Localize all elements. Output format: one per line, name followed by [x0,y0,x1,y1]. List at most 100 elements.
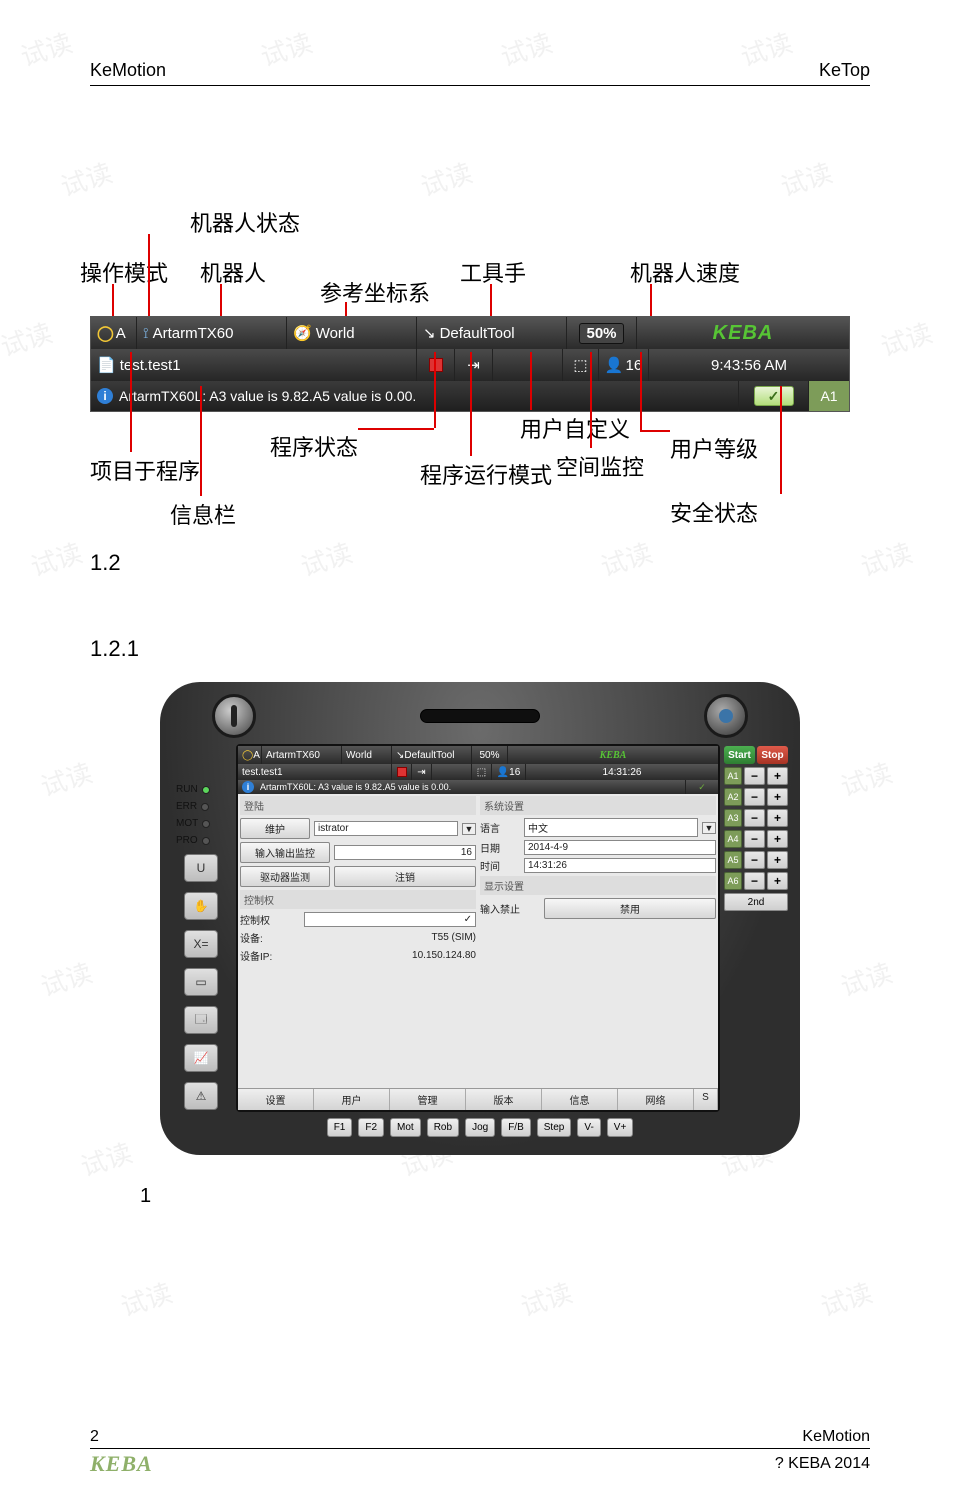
fkey-vminus[interactable]: V- [577,1118,600,1137]
user-def-cell[interactable] [493,349,563,381]
a4-minus[interactable]: − [744,830,765,848]
tab-version[interactable]: 版本 [466,1089,542,1110]
fkey-rob[interactable]: Rob [427,1118,459,1137]
hdr-tool[interactable]: ↘DefaultTool [392,746,472,764]
watermark: 试读 [56,153,117,204]
page-number: 2 [90,1428,99,1446]
hdr-speed[interactable]: 50% [472,746,508,764]
hdr-run-icon[interactable]: ⇥ [412,764,432,780]
inhibit-button[interactable]: 禁用 [544,898,716,919]
prog-state-stop[interactable] [417,349,455,381]
lbl-info-bar: 信息栏 [170,498,236,530]
led-pro-label: PRO [176,835,198,846]
info-icon: i [97,388,113,404]
hdr-mode[interactable]: ◯A [238,746,262,764]
project-cell[interactable]: 📄 test.test1 [91,349,417,381]
tab-network[interactable]: 网络 [618,1089,694,1110]
speed-cell[interactable]: 50% [567,317,637,349]
ctrl-checkbox[interactable]: ✓ [304,912,476,927]
hdr-space-icon[interactable]: ⬚ [472,764,492,780]
lbl-tool: 工具手 [460,256,526,288]
dropdown-icon[interactable]: ▼ [462,823,476,835]
io-monitor-button[interactable]: 输入输出监控 [240,842,330,863]
side-btn-4[interactable]: ▭ [184,968,218,996]
frame-cell[interactable]: 🧭 World [287,317,417,349]
axis-a2-label: A2 [724,788,742,806]
a2-plus[interactable]: + [767,788,788,806]
statusbar-diagram: 操作模式 机器人状态 机器人 参考坐标系 工具手 机器人速度 ◯ A ⟟ Art… [90,206,870,532]
tab-info[interactable]: 信息 [542,1089,618,1110]
fkey-fb[interactable]: F/B [501,1118,531,1137]
date-input[interactable]: 2014-4-9 [524,840,716,855]
hdr-project[interactable]: test.test1 [238,764,392,780]
speed-value: 50% [579,323,623,344]
space-mon-icon[interactable]: ⬚ [563,349,599,381]
lbl-run-mode: 程序运行模式 [420,458,552,490]
device-ip-value: 10.150.124.80 [304,950,476,961]
tab-manage[interactable]: 管理 [390,1089,466,1110]
sys-group-title: 系统设置 [480,796,716,815]
info-bar[interactable]: i ArtarmTX60L: A3 value is 9.82.A5 value… [91,381,739,411]
watermark: 试读 [876,313,937,364]
fkey-step[interactable]: Step [537,1118,572,1137]
stop-button[interactable]: Stop [757,746,788,764]
a3-plus[interactable]: + [767,809,788,827]
a1-plus[interactable]: + [767,767,788,785]
watermark: 试读 [416,153,477,204]
tool-cell[interactable]: ↘ DefaultTool [417,317,567,349]
tab-s[interactable]: S [694,1089,718,1110]
hdr-frame[interactable]: World [342,746,392,764]
keba-logo: KEBA [705,322,782,345]
fkey-jog[interactable]: Jog [465,1118,495,1137]
maintain-button[interactable]: 维护 [240,818,310,839]
tab-settings[interactable]: 设置 [238,1089,314,1110]
robot-name: ArtarmTX60 [153,325,234,342]
estop-knob[interactable] [704,694,748,738]
user-level-cell[interactable]: 👤16 [599,349,649,381]
a3-minus[interactable]: − [744,809,765,827]
a6-plus[interactable]: + [767,872,788,890]
hdr-robot[interactable]: ArtarmTX60 [262,746,342,764]
hdr-stop-icon[interactable] [392,764,412,780]
side-btn-6[interactable]: 📈 [184,1044,218,1072]
side-btn-1[interactable]: U [184,854,218,882]
fkey-mot[interactable]: Mot [390,1118,421,1137]
hdr-userdef[interactable] [432,764,472,780]
device-value: T55 (SIM) [304,932,476,943]
a1-minus[interactable]: − [744,767,765,785]
hdr-userlevel[interactable]: 👤16 [492,764,526,780]
safety-state[interactable]: ✓ [739,381,809,411]
frame-name: World [316,325,355,342]
fkey-vplus[interactable]: V+ [607,1118,634,1137]
side-btn-2[interactable]: ✋ [184,892,218,920]
fkey-f2[interactable]: F2 [358,1118,384,1137]
side-btn-3[interactable]: X= [184,930,218,958]
axis-a3-label: A3 [724,809,742,827]
a6-minus[interactable]: − [744,872,765,890]
side-btn-7[interactable]: ⚠ [184,1082,218,1110]
dropdown-icon[interactable]: ▼ [702,822,716,834]
a4-plus[interactable]: + [767,830,788,848]
lbl-speed: 机器人速度 [630,256,740,288]
a2-minus[interactable]: − [744,788,765,806]
hdr-safety[interactable]: ✓ [686,780,718,794]
footer-right: KeMotion [802,1428,870,1446]
second-button[interactable]: 2nd [724,893,788,911]
time-input[interactable]: 14:31:26 [524,858,716,873]
a5-plus[interactable]: + [767,851,788,869]
logout-button[interactable]: 注销 [334,866,476,887]
run-mode-icon[interactable]: ⇥ [455,349,493,381]
mode-indicator[interactable]: ◯ A [91,317,137,349]
start-button[interactable]: Start [724,746,755,764]
a5-minus[interactable]: − [744,851,765,869]
drive-monitor-button[interactable]: 驱动器监测 [240,866,330,887]
hdr-info[interactable]: iArtarmTX60L: A3 value is 9.82.A5 value … [238,780,686,794]
side-btn-5[interactable]: 🗔 [184,1006,218,1034]
lbl-safety: 安全状态 [670,496,758,528]
user-select[interactable]: istrator [314,821,458,836]
tab-user[interactable]: 用户 [314,1089,390,1110]
fkey-f1[interactable]: F1 [327,1118,353,1137]
mode-knob[interactable] [212,694,256,738]
lang-select[interactable]: 中文 [524,818,698,837]
robot-cell[interactable]: ⟟ ArtarmTX60 [137,317,287,349]
